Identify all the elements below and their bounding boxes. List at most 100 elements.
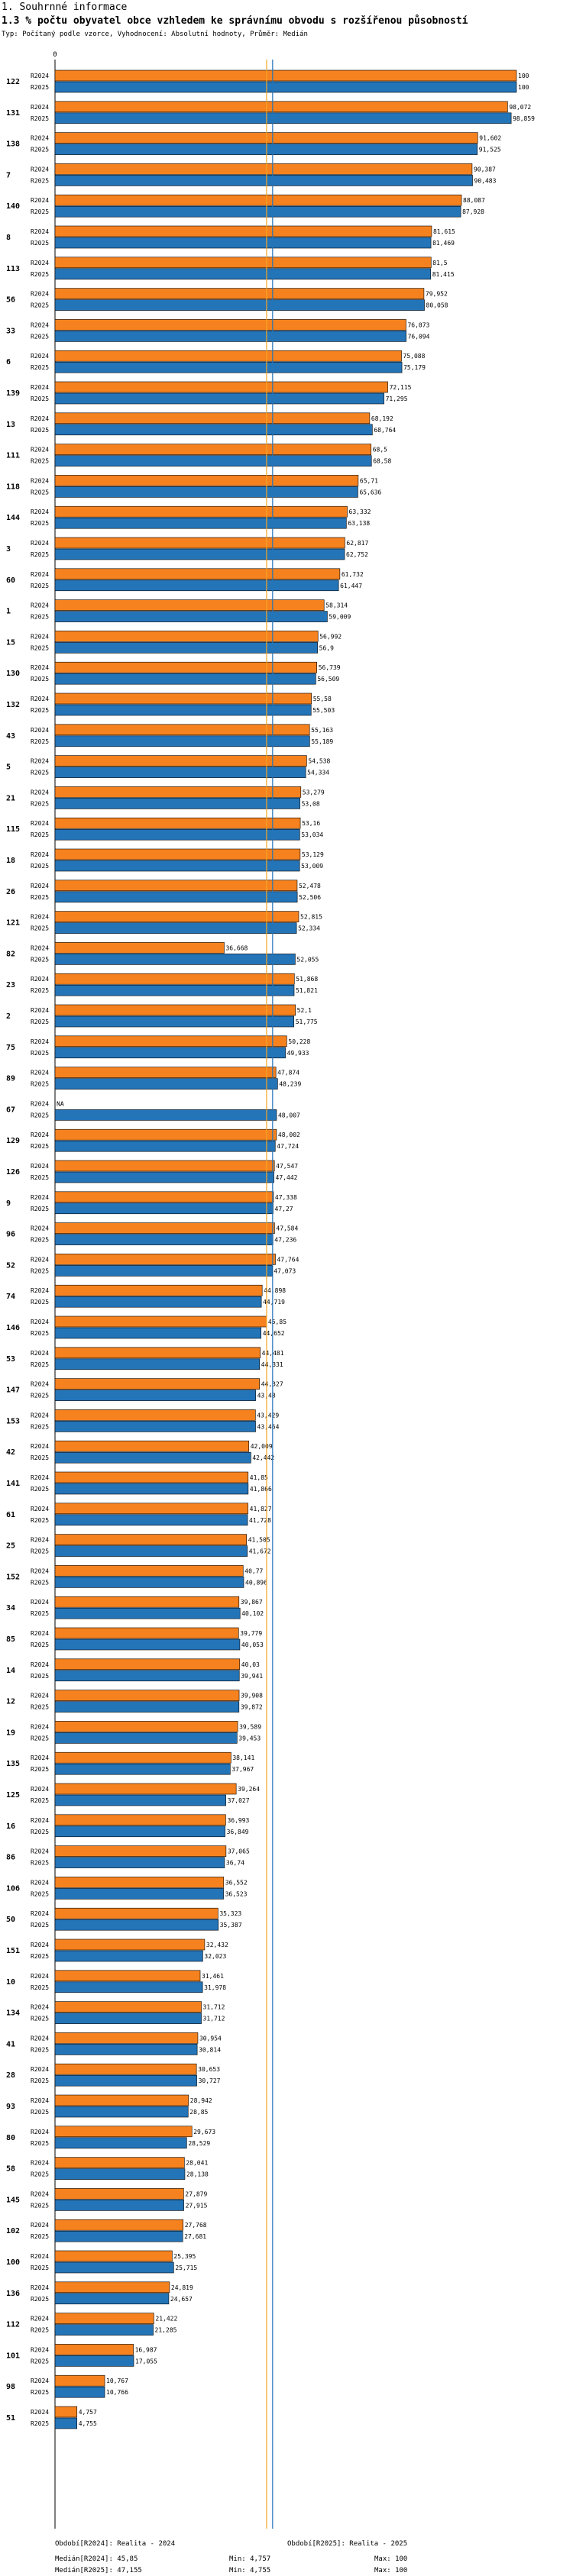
series-label-r2024: R2024: [31, 2066, 49, 2073]
category-label: 42: [6, 1448, 15, 1457]
data-label-r2024: 68,5: [373, 447, 387, 454]
series-label-r2024: R2024: [31, 1256, 49, 1263]
data-label-r2025: 68,764: [374, 427, 396, 434]
series-label-r2025: R2025: [31, 2358, 49, 2365]
series-label-r2024: R2024: [31, 228, 49, 235]
series-label-r2024: R2024: [31, 73, 49, 79]
series-label-r2025: R2025: [31, 2016, 49, 2022]
bar-r2025: [54, 361, 403, 373]
series-label-r2024: R2024: [31, 508, 49, 515]
data-label-r2024: 35,323: [219, 1910, 241, 1917]
data-label-r2025: 36,74: [226, 1860, 244, 1867]
data-label-r2024: 30,653: [198, 2066, 220, 2073]
data-label-r2024: 98,072: [509, 104, 531, 111]
bar-r2025: [54, 1358, 261, 1370]
data-label-r2024: 53,129: [302, 851, 324, 858]
category-label: 8: [6, 234, 11, 242]
series-label-r2025: R2025: [31, 458, 49, 465]
bar-r2024: [54, 444, 372, 455]
bar-r2024: [54, 537, 345, 549]
data-label-r2024: 39,264: [238, 1786, 260, 1793]
series-label-r2025: R2025: [31, 2296, 49, 2303]
data-label-r2025: 65,636: [359, 489, 381, 496]
category-label: 93: [6, 2103, 15, 2111]
data-label-r2025: 76,094: [408, 333, 430, 340]
bar-r2025: [54, 2074, 197, 2087]
bar-r2025: [54, 1670, 240, 1682]
data-label-r2025: 47,073: [274, 1267, 296, 1274]
data-label-r2025: 31,712: [203, 2016, 225, 2022]
category-label: 58: [6, 2165, 15, 2174]
bar-r2024: [54, 2313, 154, 2324]
series-label-r2025: R2025: [31, 2202, 49, 2209]
category-label: 23: [6, 981, 15, 989]
bar-r2024: [54, 1721, 238, 1732]
series-label-r2024: R2024: [31, 1225, 49, 1232]
bar-r2025: [54, 424, 373, 436]
bar-r2025: [54, 112, 512, 124]
category-label: 19: [6, 1729, 15, 1737]
category-label: 67: [6, 1106, 15, 1114]
series-label-r2025: R2025: [31, 676, 49, 683]
data-label-r2025: 31,978: [204, 1984, 226, 1991]
data-label-r2025: 52,334: [298, 925, 320, 932]
data-label-r2024: 54,538: [308, 758, 330, 765]
data-label-r2024: 4,757: [79, 2409, 97, 2416]
category-label: 102: [6, 2227, 20, 2235]
series-label-r2024: R2024: [31, 602, 49, 609]
series-label-r2025: R2025: [31, 2233, 49, 2240]
series-label-r2024: R2024: [31, 447, 49, 454]
category-label: 115: [6, 825, 20, 834]
bar-r2024: [54, 1128, 277, 1141]
bar-r2025: [54, 455, 372, 466]
bar-r2025: [54, 175, 473, 186]
category-label: 125: [6, 1791, 20, 1800]
series-label-r2025: R2025: [31, 1267, 49, 1274]
series-label-r2025: R2025: [31, 1704, 49, 1711]
category-label: 96: [6, 1231, 15, 1239]
bar-r2024: [54, 1907, 219, 1919]
series-label-r2025: R2025: [31, 177, 49, 184]
category-label: 7: [6, 171, 11, 179]
data-label-r2024: 43,429: [257, 1412, 279, 1419]
series-label-r2025: R2025: [31, 1486, 49, 1493]
bar-r2024: [54, 2250, 173, 2262]
series-label-r2024: R2024: [31, 477, 49, 484]
data-label-r2024: 24,819: [171, 2284, 193, 2291]
series-label-r2025: R2025: [31, 2420, 49, 2427]
data-label-r2025: 91,525: [479, 147, 501, 153]
bar-r2024: [54, 2344, 134, 2355]
series-label-r2024: R2024: [31, 260, 49, 266]
bar-r2025: [54, 2230, 183, 2242]
bar-r2024: [54, 1347, 261, 1359]
series-label-r2024: R2024: [31, 1319, 49, 1325]
data-label-r2024: 39,867: [241, 1599, 263, 1606]
data-label-r2024: 41,505: [248, 1537, 270, 1544]
bar-r2025: [54, 1327, 261, 1339]
series-label-r2024: R2024: [31, 2035, 49, 2042]
series-label-r2024: R2024: [31, 1412, 49, 1419]
bar-r2024: [54, 1877, 225, 1888]
bar-r2025: [54, 517, 347, 529]
series-label-r2024: R2024: [31, 1163, 49, 1170]
data-label-r2025: 80,058: [426, 302, 448, 309]
data-label-r2024: 21,422: [155, 2316, 177, 2323]
footer-min-2025: Min: 4,755: [229, 2567, 271, 2574]
data-label-r2025: 53,009: [301, 863, 323, 870]
bar-r2024: [54, 194, 462, 206]
category-label: 106: [6, 1884, 20, 1893]
data-label-r2024: 53,279: [303, 789, 325, 796]
bar-r2024: [54, 973, 295, 985]
series-label-r2024: R2024: [31, 384, 49, 391]
series-label-r2024: R2024: [31, 1817, 49, 1824]
category-label: 131: [6, 109, 20, 118]
data-label-r2025: 39,872: [241, 1704, 263, 1711]
data-label-r2025: 10,766: [106, 2389, 128, 2396]
bar-r2024: [54, 475, 359, 486]
series-label-r2024: R2024: [31, 2160, 49, 2167]
data-label-r2024: 81,615: [433, 228, 455, 235]
data-label-r2024: 63,332: [349, 508, 371, 515]
data-label-r2025: 40,896: [245, 1579, 267, 1586]
bar-r2024: [54, 1658, 241, 1671]
series-label-r2024: R2024: [31, 1537, 49, 1544]
